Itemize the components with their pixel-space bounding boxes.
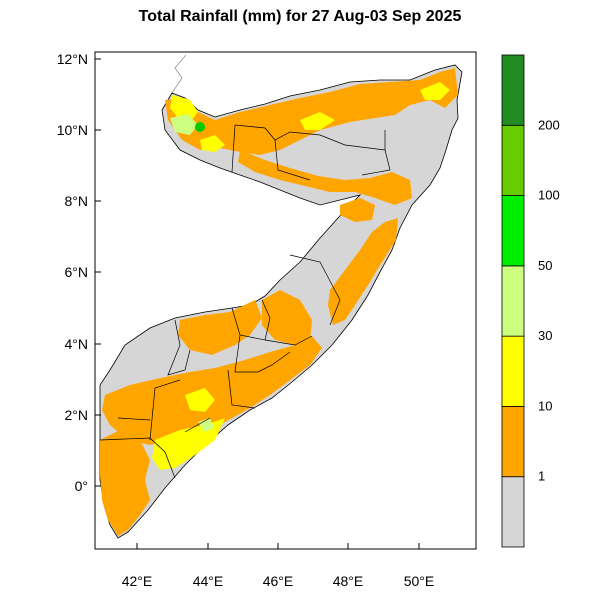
rainfall-yellow-areas [152,82,450,470]
legend-swatch [501,54,525,126]
legend-swatch [501,335,525,407]
lat-tick-label: 12°N [57,51,88,67]
legend-label: 50 [538,258,552,273]
lat-tick-label: 8°N [65,193,89,209]
lon-labels: 42°E 44°E 46°E 48°E 50°E [122,573,435,589]
lon-tick-label: 44°E [193,573,224,589]
legend-label: 10 [538,398,552,413]
axis-ticks [95,58,420,549]
legend-swatch [501,124,525,196]
legend-swatch [501,195,525,267]
rainfall-lightgreen-areas [170,114,214,432]
color-legend: 1 10 30 50 100 200 [501,54,560,548]
lon-tick-label: 42°E [122,573,153,589]
legend-swatch [501,476,525,548]
lat-tick-label: 4°N [65,336,89,352]
legend-label: 200 [538,117,560,132]
rainfall-orange-areas [100,68,458,536]
rainfall-green-areas [195,122,205,132]
legend-label: 30 [538,328,552,343]
map-title: Total Rainfall (mm) for 27 Aug-03 Sep 20… [138,8,462,25]
legend-swatch [501,265,525,337]
lat-tick-label: 10°N [57,122,88,138]
neighbor-boundaries [171,54,187,94]
lat-tick-label: 2°N [65,407,89,423]
lat-tick-label: 6°N [65,264,89,280]
lon-tick-label: 50°E [404,573,435,589]
lat-tick-label: 0° [75,478,88,494]
admin-boundaries [99,124,391,479]
lat-labels: 0° 2°N 4°N 6°N 8°N 10°N 12°N [57,51,88,494]
legend-label: 100 [538,188,560,203]
lon-tick-label: 48°E [333,573,364,589]
lon-tick-label: 46°E [263,573,294,589]
legend-swatch [501,406,525,478]
legend-label: 1 [538,469,545,484]
